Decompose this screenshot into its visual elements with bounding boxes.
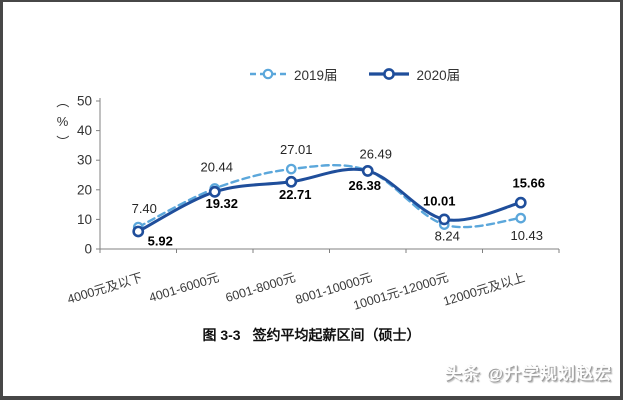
data-point-marker: [438, 213, 451, 226]
x-axis-labels: 4000元及以下 4001-6000元 6001-8000元8001-10000元1…: [66, 270, 527, 312]
value-labels: 7.40 20.44 27.01 26.49 8.24 10.43 5.92 19.32 22.…: [132, 142, 545, 248]
chart-legend: 2019届 2020届: [249, 64, 460, 84]
legend-label-2020: 2020届: [416, 68, 461, 83]
watermark: 头条 @升学规划赵宏: [444, 364, 612, 383]
value-label: 7.40: [132, 201, 157, 216]
y-tick-label: 40: [77, 123, 92, 138]
figure-title: 签约平均起薪区间（硕士）: [252, 327, 421, 343]
series-line: [136, 167, 523, 233]
legend-swatch-2020-icon: [368, 68, 409, 80]
data-point-marker: [285, 163, 297, 175]
series-2020届: [132, 165, 527, 238]
y-tick-label: 0: [84, 242, 92, 257]
x-category-label: 6001-8000元: [224, 270, 297, 305]
data-point-marker: [361, 165, 374, 177]
value-label: 19.32: [205, 196, 238, 211]
value-label: 10.01: [423, 193, 456, 208]
data-point-marker: [514, 196, 527, 209]
y-axis-unit-char: %: [56, 114, 69, 129]
figure-caption: 图 3-3 签约平均起薪区间（硕士）: [3, 325, 620, 345]
value-label: 26.38: [348, 178, 381, 193]
value-label: 10.43: [510, 228, 543, 243]
y-tick-label: 20: [77, 182, 92, 197]
value-label: 15.66: [512, 176, 545, 191]
value-label: 27.01: [280, 142, 313, 157]
value-label: 22.71: [279, 187, 312, 202]
y-axis-unit-char: ）: [55, 134, 71, 149]
value-label: 8.24: [435, 229, 460, 244]
y-tick-label: 10: [77, 212, 92, 227]
y-axis-unit-label: （% ）: [55, 94, 71, 149]
value-label: 26.49: [359, 147, 392, 162]
legend-swatch-2019-icon: [250, 68, 286, 80]
series-2019届: [132, 163, 527, 233]
data-point-marker: [285, 175, 298, 188]
x-category-label: 4001-6000元: [147, 270, 220, 305]
legend-item-2020: 2020届: [368, 64, 461, 84]
legend-label-2019: 2019届: [294, 68, 338, 83]
axes: 0 10 20 30 40 50: [77, 94, 560, 257]
data-point-marker: [208, 185, 221, 198]
x-category-label: 12000元及以上: [441, 270, 526, 308]
data-point-marker: [132, 225, 145, 238]
value-label: 20.44: [200, 159, 233, 174]
y-axis-unit-char: （: [55, 94, 71, 109]
x-category-label: 4000元及以下: [66, 270, 145, 306]
y-tick-label: 50: [77, 94, 92, 109]
legend-item-2019: 2019届: [249, 64, 338, 84]
y-tick-label: 30: [77, 153, 92, 168]
series-line: [137, 163, 522, 229]
figure-number: 图 3-3: [202, 327, 241, 343]
data-point-marker: [515, 212, 527, 224]
value-label: 5.92: [148, 233, 173, 248]
